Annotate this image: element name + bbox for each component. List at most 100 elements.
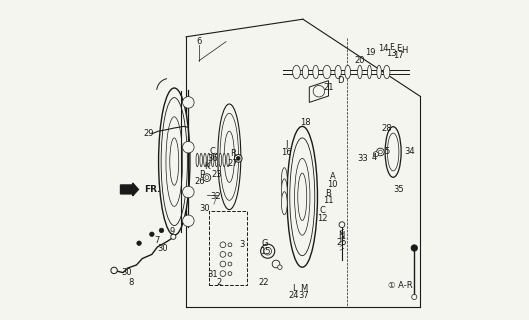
- Ellipse shape: [385, 127, 401, 177]
- Circle shape: [150, 232, 154, 236]
- Text: 37: 37: [298, 292, 309, 300]
- Ellipse shape: [384, 65, 390, 79]
- Ellipse shape: [207, 153, 210, 167]
- Text: 33: 33: [358, 154, 368, 163]
- Text: 20: 20: [354, 56, 365, 65]
- Circle shape: [183, 186, 194, 198]
- Ellipse shape: [323, 65, 331, 79]
- Ellipse shape: [196, 153, 198, 167]
- Text: 8: 8: [129, 278, 134, 287]
- Circle shape: [378, 150, 382, 154]
- Circle shape: [264, 247, 271, 255]
- Text: F: F: [389, 43, 394, 52]
- Ellipse shape: [215, 153, 218, 167]
- Circle shape: [183, 141, 194, 153]
- Ellipse shape: [287, 126, 317, 267]
- Text: 18: 18: [300, 118, 311, 127]
- Ellipse shape: [220, 252, 226, 257]
- Ellipse shape: [228, 262, 232, 266]
- Circle shape: [203, 174, 211, 181]
- Ellipse shape: [228, 252, 232, 256]
- Circle shape: [234, 155, 242, 162]
- Text: 15: 15: [260, 247, 270, 256]
- Text: A: A: [330, 172, 335, 181]
- Ellipse shape: [170, 138, 179, 185]
- FancyArrow shape: [121, 183, 139, 196]
- Ellipse shape: [220, 261, 226, 267]
- Ellipse shape: [281, 168, 287, 191]
- Text: 30: 30: [121, 268, 132, 277]
- Text: 3: 3: [240, 240, 245, 249]
- Circle shape: [183, 97, 194, 108]
- Ellipse shape: [228, 272, 232, 276]
- Ellipse shape: [339, 222, 345, 228]
- Text: 23: 23: [212, 170, 223, 179]
- Circle shape: [313, 85, 325, 97]
- Ellipse shape: [387, 133, 399, 171]
- Text: 28: 28: [381, 124, 392, 133]
- Circle shape: [412, 294, 417, 300]
- Text: M: M: [300, 284, 307, 293]
- Text: 31: 31: [207, 270, 218, 279]
- Ellipse shape: [161, 98, 187, 226]
- Text: 5: 5: [384, 147, 389, 156]
- Text: 2: 2: [216, 278, 222, 287]
- Text: K: K: [204, 162, 209, 171]
- Ellipse shape: [281, 179, 287, 202]
- Ellipse shape: [335, 65, 341, 79]
- Ellipse shape: [220, 242, 226, 248]
- Circle shape: [236, 156, 240, 160]
- Text: 7: 7: [154, 236, 160, 245]
- Ellipse shape: [223, 153, 225, 167]
- Ellipse shape: [228, 243, 232, 247]
- Circle shape: [171, 234, 176, 239]
- Text: E: E: [396, 44, 401, 53]
- Circle shape: [137, 241, 141, 245]
- Ellipse shape: [204, 153, 206, 167]
- Ellipse shape: [166, 117, 183, 206]
- Circle shape: [377, 148, 384, 156]
- Text: R: R: [230, 149, 236, 158]
- Text: J: J: [285, 140, 287, 149]
- Text: N: N: [338, 231, 344, 240]
- Text: 4: 4: [371, 153, 377, 162]
- Ellipse shape: [220, 271, 226, 276]
- Text: D: D: [338, 76, 344, 85]
- Ellipse shape: [298, 173, 307, 220]
- Ellipse shape: [368, 65, 371, 79]
- Text: 10: 10: [327, 180, 338, 188]
- Circle shape: [183, 215, 194, 227]
- Text: 16: 16: [281, 148, 291, 156]
- Circle shape: [159, 228, 163, 233]
- Bar: [209, 211, 247, 285]
- Ellipse shape: [377, 65, 381, 79]
- Ellipse shape: [293, 65, 300, 79]
- Text: 22: 22: [259, 278, 269, 287]
- Text: 29: 29: [143, 129, 154, 138]
- Text: FR.: FR.: [144, 185, 161, 194]
- Circle shape: [111, 267, 117, 274]
- Ellipse shape: [220, 113, 239, 200]
- Text: L: L: [291, 284, 296, 293]
- Polygon shape: [309, 81, 329, 102]
- Text: C: C: [209, 147, 216, 156]
- Ellipse shape: [212, 153, 214, 167]
- Text: 32: 32: [211, 192, 221, 201]
- Text: 24: 24: [289, 292, 299, 300]
- Circle shape: [272, 260, 280, 268]
- Ellipse shape: [200, 153, 203, 167]
- Text: C: C: [320, 206, 326, 215]
- Circle shape: [278, 265, 282, 269]
- Text: 13: 13: [387, 49, 397, 58]
- Circle shape: [373, 152, 378, 157]
- Text: 36: 36: [207, 154, 218, 163]
- Ellipse shape: [224, 131, 234, 182]
- Text: 19: 19: [366, 48, 376, 57]
- Text: 27: 27: [228, 159, 239, 168]
- Text: 21: 21: [323, 83, 334, 92]
- Text: 14: 14: [378, 44, 388, 53]
- Text: H: H: [402, 46, 408, 55]
- Ellipse shape: [159, 88, 190, 235]
- Text: 30: 30: [199, 204, 210, 213]
- Text: 34: 34: [404, 147, 414, 156]
